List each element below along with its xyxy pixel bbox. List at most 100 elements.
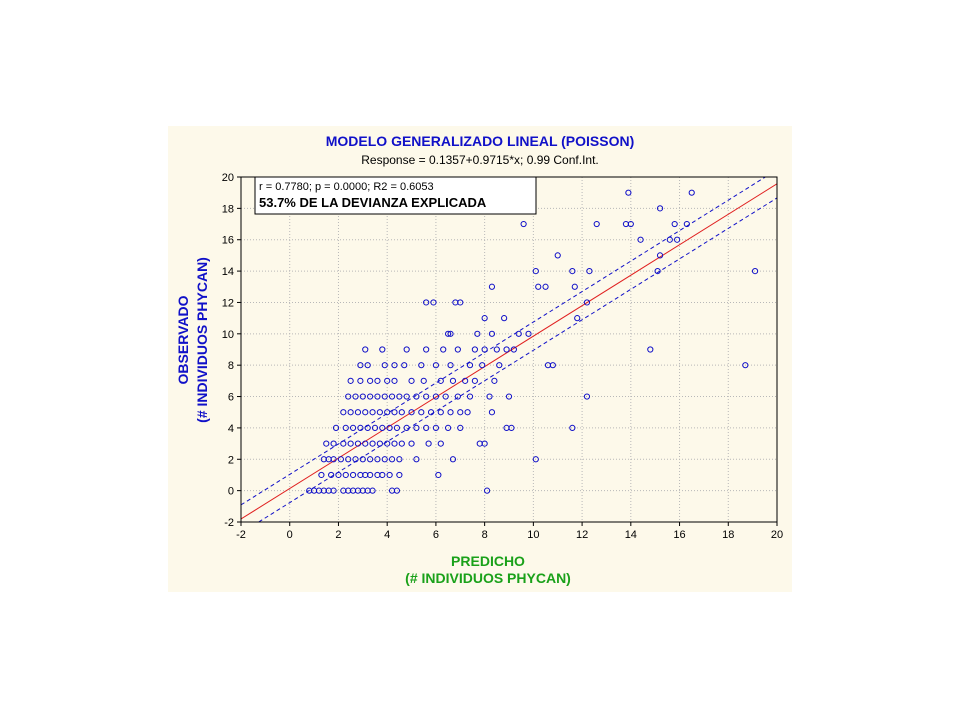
data-point [508,424,515,432]
x-tick-label: 18 [722,529,734,541]
data-point [381,456,388,463]
upper-confidence-line [241,177,767,506]
y-axis-label-line2: (# INDIVIDUOS PHYCAN) [194,257,210,423]
lower-confidence-line [257,197,777,522]
data-point [347,440,354,447]
data-point [425,440,432,447]
data-point [437,440,444,447]
data-point [396,471,403,479]
data-point [379,471,386,479]
data-point [656,205,664,212]
data-point [440,346,447,353]
data-point [481,346,488,353]
data-point [437,409,444,416]
x-tick-label: 16 [673,529,685,541]
data-point [418,409,425,416]
annotation-frame [254,176,537,215]
data-point [435,471,442,479]
data-point [369,487,376,494]
data-point [423,393,430,400]
data-point [413,424,420,432]
chart-panel: MODELO GENERALIZADO LINEAL (POISSON) Res… [168,126,792,592]
data-point [376,409,383,416]
chart-title: MODELO GENERALIZADO LINEAL (POISSON) [326,133,635,149]
data-point [466,393,474,400]
data-point [542,283,549,290]
y-tick-label: 0 [228,486,234,498]
data-point [520,220,527,228]
data-point [423,299,430,306]
data-point [501,315,508,322]
data-point [391,362,398,369]
data-point [515,330,522,337]
x-tick-label: -2 [236,529,246,541]
data-point [688,189,695,196]
data-point [357,377,364,384]
data-point [393,487,401,494]
x-tick-label: 0 [287,529,293,541]
data-point [464,409,471,416]
data-point [742,362,749,369]
data-point [340,440,347,447]
annotation-stats: r = 0.7780; p = 0.0000; R2 = 0.6053 [259,181,434,193]
data-point [367,471,374,479]
data-point [666,236,673,243]
data-point [654,267,661,275]
tick-labels: -2 0 2 4 6 8 10 12 14 16 18 20 -2 0 2 4 6 8 10 12 14 16 18 20 [222,172,783,541]
data-point [396,456,403,463]
data-point [371,424,379,432]
y-tick-label: 8 [228,360,234,372]
data-point [593,220,600,228]
data-point [674,236,681,243]
data-point [488,330,496,337]
data-point [510,346,517,353]
data-point [471,346,478,353]
data-point [432,362,440,369]
data-point [437,377,444,384]
data-point [647,346,654,353]
data-point [391,377,398,384]
data-point [379,424,386,432]
data-point [571,283,578,290]
data-point [354,440,362,447]
data-point [569,424,576,432]
data-point [328,471,335,479]
data-point [369,409,376,416]
data-point [420,377,427,384]
y-tick-label: 18 [222,203,234,215]
data-point [532,267,539,275]
data-point [323,440,330,447]
data-point [362,346,369,353]
data-point [391,409,398,416]
data-point [447,362,454,369]
data-point [423,346,430,353]
x-tick-label: 4 [384,529,390,541]
data-point [403,424,410,432]
data-point [369,440,376,447]
data-point [625,189,632,196]
data-points [306,189,759,494]
data-point [384,409,391,416]
data-point [362,409,369,416]
chart-subtitle: Response = 0.1357+0.9715*x; 0.99 Conf.In… [361,153,599,167]
y-tick-label: 2 [228,454,234,466]
data-point [332,424,340,432]
data-point [442,393,449,400]
data-point [340,409,347,416]
data-point [491,377,498,384]
data-point [583,393,591,400]
data-point [384,440,391,447]
data-point [496,362,503,369]
data-point [413,456,420,463]
data-point [449,456,457,463]
data-point [362,440,369,447]
data-point [345,456,352,463]
data-point [532,456,539,463]
data-point [574,315,581,322]
data-point [345,393,352,400]
x-tick-label: 12 [576,529,588,541]
data-point [359,456,366,463]
x-tick-label: 8 [482,529,488,541]
data-point [457,424,464,432]
data-point [388,456,396,463]
